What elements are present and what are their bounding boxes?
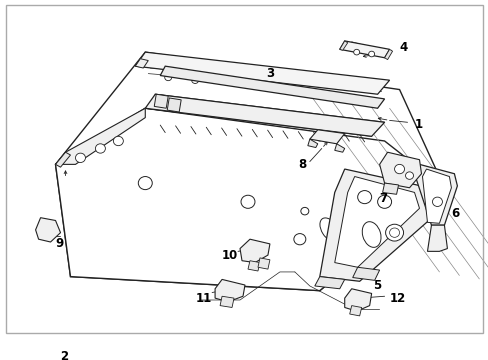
Polygon shape (160, 66, 384, 108)
Text: 5: 5 (372, 279, 380, 292)
Ellipse shape (319, 218, 339, 242)
Polygon shape (339, 41, 389, 58)
Circle shape (164, 74, 171, 81)
Circle shape (431, 197, 442, 207)
Text: 8: 8 (297, 158, 305, 171)
Polygon shape (414, 165, 456, 225)
Circle shape (138, 176, 152, 190)
Polygon shape (349, 306, 361, 316)
Circle shape (241, 195, 254, 208)
Circle shape (331, 137, 337, 143)
Text: 11: 11 (196, 292, 212, 305)
Polygon shape (145, 94, 384, 136)
Polygon shape (247, 261, 260, 271)
Polygon shape (56, 152, 70, 167)
Polygon shape (167, 98, 181, 112)
Polygon shape (334, 144, 344, 152)
Polygon shape (56, 108, 444, 291)
Circle shape (377, 195, 391, 208)
Text: 1: 1 (414, 118, 422, 131)
Polygon shape (220, 296, 234, 307)
Circle shape (75, 153, 85, 162)
Text: 7: 7 (379, 193, 387, 206)
Circle shape (357, 190, 371, 204)
Text: 4: 4 (399, 41, 407, 54)
Circle shape (293, 234, 305, 245)
Polygon shape (334, 176, 419, 267)
Polygon shape (344, 289, 371, 311)
Polygon shape (352, 267, 379, 280)
Polygon shape (258, 258, 269, 269)
Polygon shape (384, 49, 392, 60)
Circle shape (316, 135, 322, 141)
Text: 12: 12 (389, 292, 405, 305)
Polygon shape (339, 41, 347, 50)
Circle shape (368, 51, 374, 57)
Circle shape (385, 224, 403, 241)
Text: 6: 6 (450, 207, 459, 220)
Circle shape (353, 49, 359, 55)
Polygon shape (379, 152, 421, 188)
Polygon shape (307, 139, 317, 148)
Polygon shape (314, 276, 344, 289)
Text: 9: 9 (55, 237, 63, 250)
Polygon shape (422, 169, 450, 223)
Circle shape (405, 172, 413, 179)
Polygon shape (56, 108, 145, 165)
Ellipse shape (362, 222, 380, 247)
Circle shape (389, 228, 399, 237)
Circle shape (113, 136, 123, 146)
Text: 3: 3 (265, 67, 273, 80)
Polygon shape (56, 52, 444, 291)
Polygon shape (240, 239, 269, 262)
Circle shape (191, 77, 198, 84)
Polygon shape (135, 59, 148, 68)
Text: 2: 2 (61, 350, 68, 360)
Circle shape (95, 144, 105, 153)
Text: 10: 10 (222, 249, 238, 262)
Polygon shape (135, 52, 389, 94)
Polygon shape (427, 225, 447, 251)
Circle shape (300, 207, 308, 215)
Polygon shape (309, 130, 344, 144)
Polygon shape (154, 94, 168, 108)
Circle shape (394, 165, 404, 174)
Polygon shape (382, 183, 398, 194)
Polygon shape (319, 169, 439, 281)
Polygon shape (36, 218, 61, 242)
Polygon shape (215, 279, 244, 302)
